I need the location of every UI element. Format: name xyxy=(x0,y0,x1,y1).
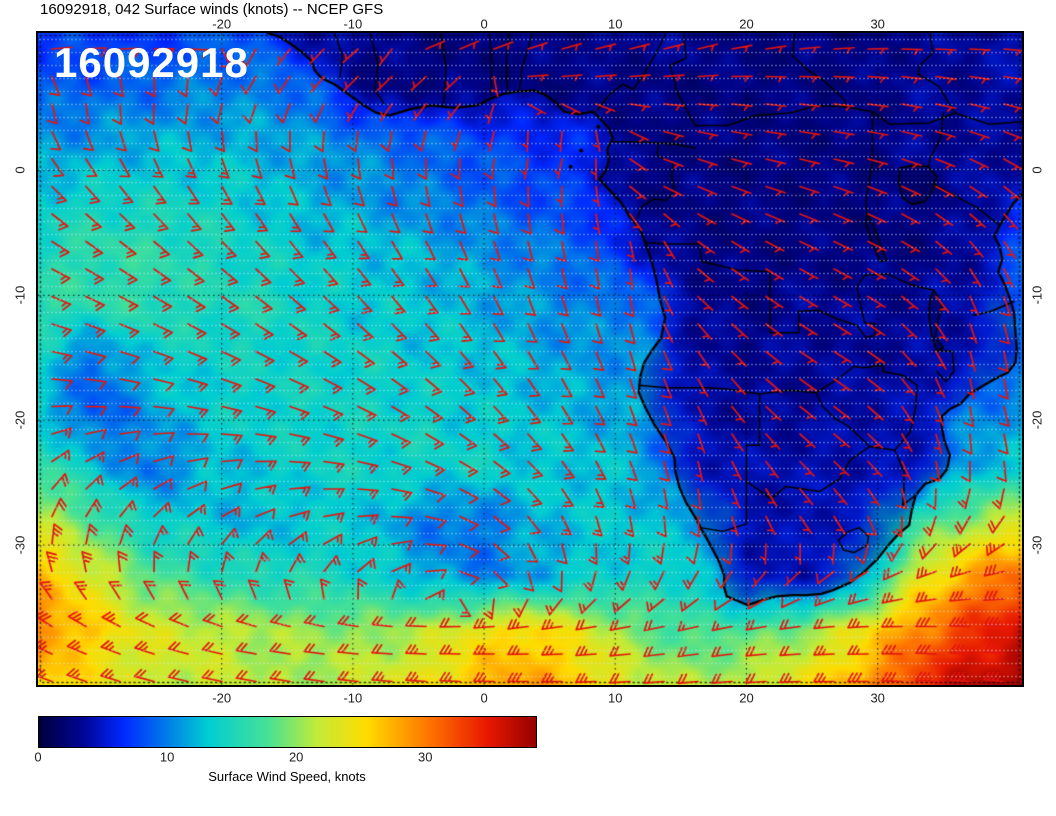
y-tick-right: 0 xyxy=(1029,166,1045,175)
y-tick-left: 0 xyxy=(12,166,28,175)
colorbar-gradient xyxy=(39,717,536,747)
colorbar-tick: 0 xyxy=(34,749,42,765)
x-tick-bottom: 0 xyxy=(480,690,488,706)
y-tick-left: -20 xyxy=(12,410,28,430)
y-tick-left: -10 xyxy=(12,285,28,305)
colorbar-label: Surface Wind Speed, knots xyxy=(208,769,366,784)
x-tick-top: -10 xyxy=(343,16,363,32)
colorbar-tick: 30 xyxy=(418,749,433,765)
wind-field-map-canvas xyxy=(38,33,1022,685)
x-tick-bottom: 30 xyxy=(870,690,885,706)
x-tick-top: 10 xyxy=(608,16,623,32)
y-tick-right: -30 xyxy=(1029,535,1045,555)
y-tick-right: -10 xyxy=(1029,285,1045,305)
x-tick-top: 0 xyxy=(480,16,488,32)
x-tick-top: 30 xyxy=(870,16,885,32)
run-id-label: 16092918 xyxy=(54,39,249,86)
y-tick-left: -30 xyxy=(12,535,28,555)
colorbar xyxy=(38,716,537,748)
x-tick-bottom: -20 xyxy=(212,690,232,706)
colorbar-tick: 10 xyxy=(159,749,175,765)
y-tick-right: -20 xyxy=(1029,410,1045,430)
map-frame: 16092918 xyxy=(36,31,1024,687)
x-tick-top: 20 xyxy=(739,16,754,32)
x-tick-bottom: 20 xyxy=(739,690,754,706)
x-tick-bottom: 10 xyxy=(608,690,623,706)
colorbar-tick: 20 xyxy=(288,749,304,765)
x-tick-top: -20 xyxy=(212,16,232,32)
x-tick-bottom: -10 xyxy=(343,690,363,706)
plot-title: 16092918, 042 Surface winds (knots) -- N… xyxy=(40,1,384,18)
